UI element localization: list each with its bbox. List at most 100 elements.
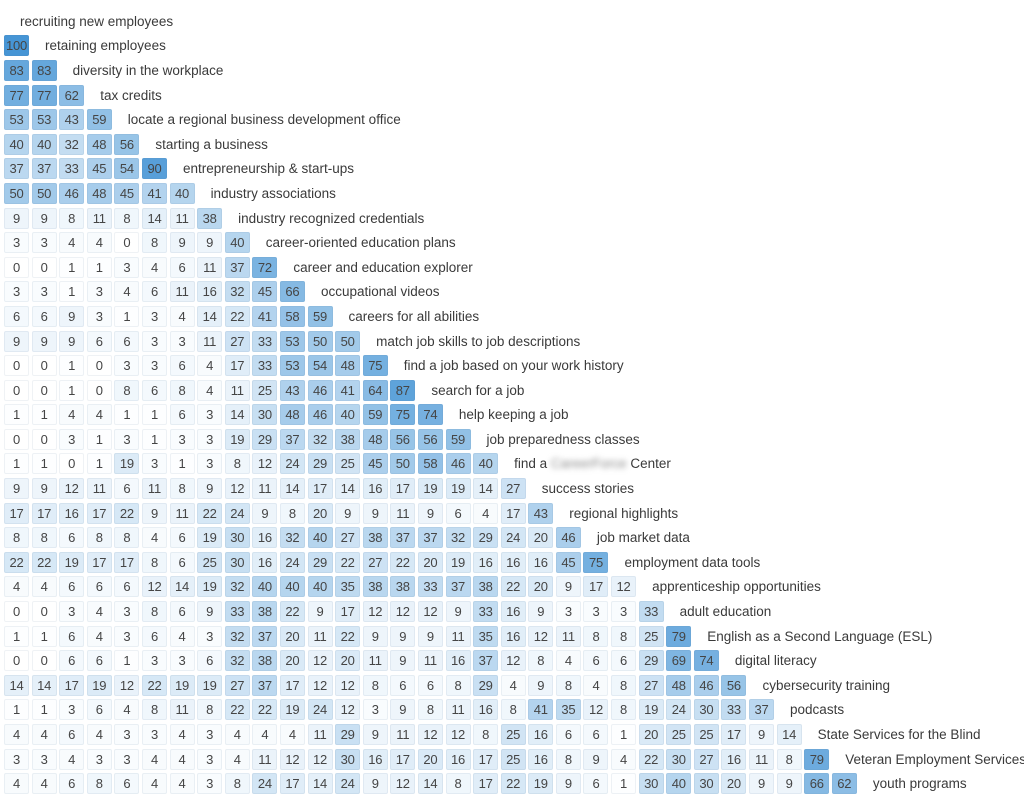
- matrix-cell: 12: [335, 674, 361, 696]
- matrix-cell: 11: [445, 699, 471, 721]
- matrix-cell: 3: [141, 650, 167, 672]
- matrix-cell: 25: [500, 724, 526, 746]
- row-label: careers for all abilities: [348, 308, 480, 324]
- matrix-row: 50 50 46 48 45 41 40 industry associations: [4, 181, 1024, 206]
- matrix-cell: 3: [197, 453, 223, 475]
- matrix-cell: 37: [279, 428, 305, 450]
- matrix-row-cells: 1 1 3 6 4 8 11 8 22 22 19 24 12 3 9 8 11 16 8 41 35 12 8 19 24 30…: [4, 699, 775, 721]
- matrix-cell: 4: [500, 674, 526, 696]
- matrix-cell: 9: [362, 502, 388, 524]
- matrix-row-cells: 1 1 4 4 1 1 6 3 14 30 48 46 40 59 75 74: [4, 404, 443, 426]
- matrix-cell: 11: [307, 724, 333, 746]
- matrix-cell: 17: [473, 748, 499, 770]
- matrix-cell: 0: [4, 256, 29, 278]
- matrix-cell: 56: [417, 428, 443, 450]
- matrix-row: 9 9 12 11 6 11 8 9 12 11 14 17 14 16 17 19 19 14 27 success…: [4, 476, 1024, 501]
- matrix-cell: 9: [445, 601, 471, 623]
- matrix-row: 100 retaining employees: [4, 34, 1024, 59]
- matrix-cell: 4: [252, 724, 278, 746]
- matrix-cell: 59: [86, 109, 112, 131]
- matrix-cell: 4: [86, 724, 112, 746]
- matrix-row: 4 4 6 8 6 4 4 3 8 24 17 14 24 9 12 14 8 17 22 19 9 6 1 30 40 30 20…: [4, 771, 1024, 796]
- matrix-row-cells: 1 1 0 1 19 3 1 3 8 12 24 29 25 45 50 58 46 40: [4, 453, 499, 475]
- matrix-cell: 38: [197, 207, 223, 229]
- matrix-cell: 8: [445, 773, 471, 795]
- matrix-cell: 38: [335, 428, 361, 450]
- matrix-cell: 8: [169, 478, 195, 500]
- matrix-cell: 9: [583, 748, 609, 770]
- matrix-cell: 38: [252, 601, 278, 623]
- matrix-cell: 9: [31, 478, 57, 500]
- matrix-cell: 6: [59, 773, 85, 795]
- matrix-cell: 9: [417, 625, 443, 647]
- matrix-cell: 17: [279, 773, 305, 795]
- matrix-cell: 12: [417, 724, 443, 746]
- matrix-cell: 30: [693, 699, 719, 721]
- matrix-cell: 1: [611, 773, 637, 795]
- matrix-cell: 22: [197, 502, 223, 524]
- matrix-cell: 20: [279, 625, 305, 647]
- matrix-cell: 9: [390, 625, 416, 647]
- matrix-cell: 40: [307, 576, 333, 598]
- matrix-cell: 6: [4, 305, 29, 327]
- matrix-cell: 11: [390, 724, 416, 746]
- matrix-cell: 32: [224, 625, 250, 647]
- matrix-cell: 3: [86, 748, 112, 770]
- matrix-cell: 6: [169, 404, 195, 426]
- matrix-cell: 3: [4, 281, 29, 303]
- matrix-cell: 17: [224, 355, 250, 377]
- matrix-cell: 8: [31, 527, 57, 549]
- matrix-cell: 9: [141, 502, 167, 524]
- matrix-cell: 19: [279, 699, 305, 721]
- matrix-cell: 25: [693, 724, 719, 746]
- matrix-cell: 45: [86, 158, 112, 180]
- row-label: help keeping a job: [458, 407, 569, 423]
- matrix-cell: 6: [114, 478, 140, 500]
- matrix-cell: 3: [31, 748, 57, 770]
- matrix-cell: 75: [583, 551, 609, 573]
- row-label: youth programs: [872, 776, 967, 792]
- matrix-cell: 6: [59, 650, 85, 672]
- matrix-cell: 87: [390, 379, 416, 401]
- matrix-cell: 4: [114, 699, 140, 721]
- matrix-cell: 40: [224, 232, 250, 254]
- matrix-cell: 25: [335, 453, 361, 475]
- row-label: success stories: [541, 481, 634, 497]
- matrix-row-cells: 3 3 4 4 0 8 9 9 40: [4, 232, 250, 254]
- matrix-cell: 9: [197, 478, 223, 500]
- matrix-cell: 6: [141, 625, 167, 647]
- matrix-cell: 66: [804, 773, 830, 795]
- matrix-cell: 3: [31, 232, 57, 254]
- matrix-cell: 4: [169, 773, 195, 795]
- matrix-cell: 6: [169, 601, 195, 623]
- matrix-cell: 6: [169, 527, 195, 549]
- matrix-cell: 50: [307, 330, 333, 352]
- matrix-cell: 6: [141, 281, 167, 303]
- matrix-cell: 69: [666, 650, 692, 672]
- matrix-cell: 12: [611, 576, 637, 598]
- matrix-cell: 40: [279, 576, 305, 598]
- matrix-cell: 17: [583, 576, 609, 598]
- matrix-cell: 59: [307, 305, 333, 327]
- matrix-row-cells: 4 4 6 4 3 3 4 3 4 4 4 11 29 9 11 12 12 8 25 16 6 6 1 20 25 25 17 9 1…: [4, 724, 802, 746]
- matrix-cell: 4: [611, 748, 637, 770]
- matrix-cell: 16: [362, 748, 388, 770]
- matrix-cell: 27: [335, 527, 361, 549]
- matrix-cell: 4: [473, 502, 499, 524]
- matrix-cell: 4: [197, 355, 223, 377]
- matrix-cell: 11: [362, 650, 388, 672]
- matrix-cell: 0: [4, 379, 29, 401]
- matrix-cell: 3: [141, 724, 167, 746]
- matrix-cell: 1: [31, 404, 57, 426]
- matrix-cell: 66: [279, 281, 305, 303]
- matrix-cell: 4: [59, 748, 85, 770]
- matrix-cell: 40: [252, 576, 278, 598]
- matrix-cell: 1: [86, 428, 112, 450]
- row-label: career-oriented education plans: [265, 235, 456, 251]
- matrix-cell: 38: [473, 576, 499, 598]
- matrix-cell: 8: [4, 527, 29, 549]
- matrix-cell: 3: [169, 428, 195, 450]
- matrix-cell: 3: [169, 650, 195, 672]
- matrix-cell: 4: [31, 724, 57, 746]
- matrix-cell: 37: [749, 699, 775, 721]
